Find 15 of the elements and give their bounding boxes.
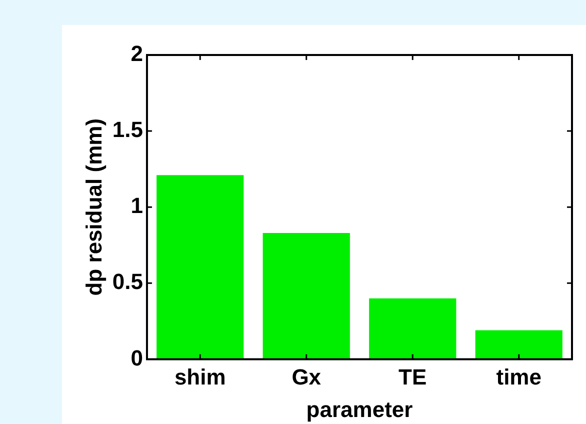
x-tick-label: Gx [292,364,322,390]
y-tick-label: 2 [130,41,143,66]
bar [156,175,244,360]
x-tick-label: shim [174,364,226,390]
x-tick-label: TE [398,364,427,390]
y-tick-label: 0 [130,345,143,370]
y-tick-label: 0.5 [112,269,143,294]
y-axis-title: dp residual (mm) [81,118,106,296]
x-tick-label: time [496,364,542,390]
bar [262,232,350,360]
bar [475,330,562,360]
bar [369,298,456,360]
y-tick-label: 1 [130,193,143,218]
x-axis-title: parameter [306,396,414,422]
y-tick-label: 1.5 [112,117,143,142]
